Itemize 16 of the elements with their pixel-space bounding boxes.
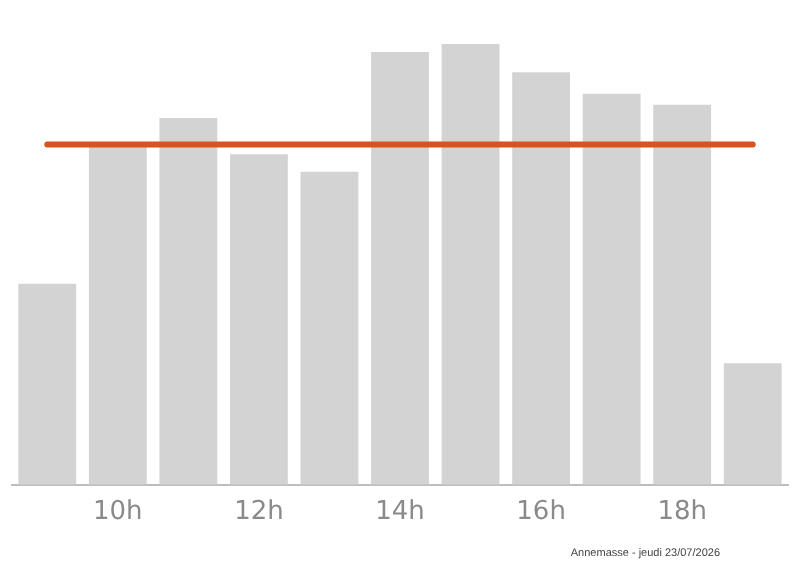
x-tick-label: 16h — [516, 497, 566, 528]
bar — [300, 171, 359, 485]
x-tick-label: 14h — [375, 497, 425, 528]
bar — [371, 51, 429, 485]
bar — [441, 44, 500, 485]
x-tick-label: 18h — [657, 497, 707, 528]
x-tick-label: 10h — [93, 497, 143, 528]
bar — [582, 93, 641, 485]
bar — [18, 283, 77, 485]
bar — [723, 363, 782, 485]
bar — [653, 104, 712, 485]
x-tick-label: 12h — [234, 497, 284, 528]
bar — [229, 154, 288, 485]
bar — [159, 118, 218, 485]
bar — [88, 143, 147, 485]
bar — [512, 72, 571, 485]
